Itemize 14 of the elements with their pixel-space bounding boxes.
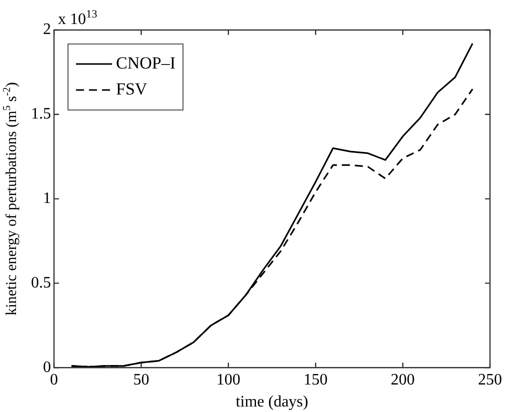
x-tick-label: 250 (478, 371, 502, 388)
y-tick-label: 0 (43, 358, 51, 376)
y-axis-title: kinetic energy of perturbations (m5 s-2) (2, 82, 20, 316)
x-tick-label: 100 (216, 371, 240, 388)
x-axis-title: time (days) (236, 394, 308, 411)
y-tick-label: 1.5 (31, 106, 51, 123)
y-tick-label: 0.5 (31, 274, 51, 292)
x-tick-label: 200 (390, 371, 415, 388)
y-tick-label: 2 (43, 21, 51, 38)
legend-label: FSV (116, 79, 148, 98)
legend-label: CNOP–I (116, 53, 176, 72)
x-tick-label: 150 (304, 371, 328, 388)
y-tick-label: 1 (43, 190, 51, 208)
x-tick-label: 50 (133, 371, 150, 388)
